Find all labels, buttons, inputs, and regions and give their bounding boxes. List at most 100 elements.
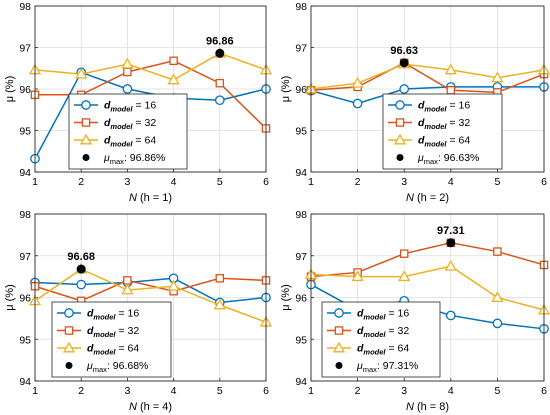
x-axis-label: N (h = 1) xyxy=(129,192,172,204)
y-tick-label: 95 xyxy=(19,334,31,346)
legend-marker xyxy=(64,308,74,318)
data-point xyxy=(214,95,225,106)
x-tick-label: 2 xyxy=(78,385,84,397)
data-point xyxy=(215,78,225,88)
x-tick-label: 6 xyxy=(541,385,547,397)
series-line xyxy=(34,71,267,160)
x-tick-label: 3 xyxy=(124,176,130,188)
data-point xyxy=(351,76,364,88)
x-tick-label: 5 xyxy=(494,385,500,397)
y-tick-label: 97 xyxy=(295,43,307,55)
y-tick-label: 98 xyxy=(295,1,307,13)
legend-max-marker xyxy=(82,154,90,161)
x-tick-label: 5 xyxy=(217,385,223,397)
legend: dmodel = 16 dmodel = 32 dmodel = 64 μmax: 9… xyxy=(68,93,188,170)
y-tick-label: 96 xyxy=(295,84,307,96)
legend: dmodel = 16 dmodel = 32 dmodel = 64 μmax: 9… xyxy=(321,301,441,378)
legend-max-entry: μmax: 97.31% xyxy=(356,360,418,374)
x-tick-label: 1 xyxy=(32,176,38,188)
legend-entry: dmodel = 64 xyxy=(418,135,470,149)
data-point xyxy=(493,247,502,256)
legend-entry: dmodel = 16 xyxy=(418,100,470,114)
y-tick-label: 98 xyxy=(295,209,307,221)
max-point-label: 96.68 xyxy=(67,251,95,263)
y-tick-label: 95 xyxy=(295,126,307,138)
legend-entry: dmodel = 64 xyxy=(357,343,409,357)
data-point xyxy=(399,249,409,258)
legend-entry: dmodel = 32 xyxy=(357,325,409,339)
series-line xyxy=(34,268,267,323)
y-tick-label: 94 xyxy=(295,376,307,388)
data-point xyxy=(444,259,457,271)
data-point xyxy=(123,67,132,77)
y-axis-label: μ (%) xyxy=(280,76,292,103)
y-tick-label: 95 xyxy=(19,126,31,138)
x-tick-label: 6 xyxy=(263,385,269,397)
legend-marker xyxy=(393,133,407,145)
x-tick-label: 6 xyxy=(263,176,269,188)
legend-marker xyxy=(81,100,91,110)
data-point xyxy=(121,283,134,295)
series-line xyxy=(310,265,545,311)
data-point xyxy=(398,270,411,282)
legend-max-entry: μmax: 96.63% xyxy=(417,152,479,166)
data-point xyxy=(213,298,226,310)
legend: dmodel = 16 dmodel = 32 dmodel = 64 μmax: 9… xyxy=(382,93,503,170)
data-point xyxy=(123,276,132,285)
data-point xyxy=(75,67,88,79)
data-point xyxy=(167,279,180,291)
chart-panel-2: 1 2 3 4 5 6 94 95 96 97 98 N (h = 2) μ (%) 96.63 dmode… xyxy=(280,1,550,204)
max-point-label: 96.86 xyxy=(206,35,234,47)
legend-max-entry: μmax: 96.68% xyxy=(86,360,148,374)
legend-entry: dmodel = 16 xyxy=(357,308,409,322)
x-tick-label: 6 xyxy=(541,176,547,188)
data-point xyxy=(444,63,457,75)
x-axis-label: N (h = 8) xyxy=(406,401,449,413)
legend-entry: dmodel = 32 xyxy=(104,117,156,131)
data-point xyxy=(122,84,133,94)
legend-marker xyxy=(395,100,405,110)
x-tick-label: 4 xyxy=(448,385,454,397)
data-point xyxy=(492,318,503,329)
legend-max-marker xyxy=(335,362,343,369)
x-axis-label: N (h = 2) xyxy=(406,192,449,204)
series-line xyxy=(310,63,545,90)
legend-marker xyxy=(334,326,344,335)
legend-entry: dmodel = 64 xyxy=(87,343,139,357)
y-tick-label: 97 xyxy=(19,43,31,55)
legend-max-entry: μmax: 96.86% xyxy=(103,152,165,166)
y-tick-label: 96 xyxy=(19,84,31,96)
legend-entry: dmodel = 16 xyxy=(87,308,139,322)
y-tick-label: 97 xyxy=(19,251,31,263)
x-tick-label: 2 xyxy=(78,176,84,188)
chart-panel-4: 1 2 3 4 5 6 94 95 96 97 98 N (h = 8) μ (%) 97.31 dmode… xyxy=(280,209,550,413)
data-point xyxy=(446,85,456,95)
series-line xyxy=(34,277,267,302)
data-point xyxy=(76,279,87,290)
y-tick-label: 96 xyxy=(19,293,31,305)
axes-frame xyxy=(310,213,545,382)
chart-panel-1: 1 2 3 4 5 6 94 95 96 97 98 N (h = 1) μ (%) 96.86 dmode… xyxy=(4,1,273,204)
legend: dmodel = 16 dmodel = 32 dmodel = 64 μmax: 9… xyxy=(51,301,172,378)
x-tick-label: 4 xyxy=(448,176,454,188)
axes-frame xyxy=(310,5,545,173)
max-point-marker xyxy=(215,48,225,58)
y-tick-label: 94 xyxy=(19,376,31,388)
series-line xyxy=(310,86,544,105)
x-tick-label: 3 xyxy=(401,385,407,397)
legend-marker xyxy=(62,341,76,353)
x-axis-label: N (h = 4) xyxy=(129,401,172,413)
legend-marker xyxy=(79,133,93,145)
data-point xyxy=(167,73,180,85)
max-point-label: 96.63 xyxy=(390,45,418,57)
x-tick-label: 4 xyxy=(171,385,177,397)
y-axis-label: μ (%) xyxy=(4,76,16,103)
legend-entry: dmodel = 32 xyxy=(87,325,139,339)
chart-panel-3: 1 2 3 4 5 6 94 95 96 97 98 N (h = 4) μ (%) 96.68 dmode… xyxy=(4,209,273,413)
y-tick-label: 95 xyxy=(295,334,307,346)
x-tick-label: 3 xyxy=(124,385,130,397)
axes-frame xyxy=(34,213,267,382)
x-tick-label: 3 xyxy=(401,176,407,188)
legend-marker xyxy=(81,118,91,127)
legend-marker xyxy=(332,341,346,353)
